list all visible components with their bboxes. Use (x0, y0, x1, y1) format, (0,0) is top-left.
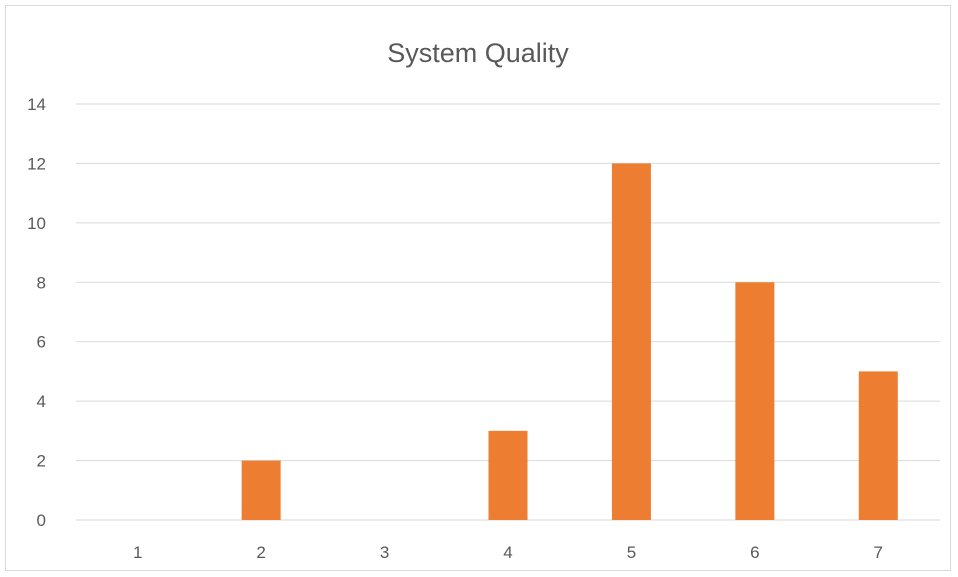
bar-7 (858, 371, 898, 520)
x-tick-label: 2 (256, 543, 265, 562)
bar-5 (611, 163, 651, 520)
chart-area: System Quality (5, 5, 951, 571)
bar-4 (488, 430, 528, 520)
y-tick-label: 10 (27, 214, 46, 233)
y-tick-label: 6 (37, 333, 46, 352)
y-tick-label: 14 (27, 95, 46, 114)
bars (241, 163, 898, 520)
y-tick-label: 4 (37, 392, 46, 411)
x-tick-label: 1 (133, 543, 142, 562)
x-tick-label: 4 (503, 543, 512, 562)
y-tick-label: 12 (27, 154, 46, 173)
bar-2 (241, 460, 281, 520)
y-tick-label: 2 (37, 452, 46, 471)
x-tick-label: 5 (627, 543, 636, 562)
x-tick-label: 6 (750, 543, 759, 562)
x-tick-label: 3 (380, 543, 389, 562)
chart-title: System Quality (387, 38, 569, 68)
gridlines (76, 103, 940, 521)
x-axis-tick-labels: 1 2 3 4 5 6 7 (133, 543, 883, 562)
x-tick-label: 7 (874, 543, 883, 562)
y-axis-tick-labels: 0 2 4 6 8 10 12 14 (27, 95, 46, 530)
y-tick-label: 8 (37, 273, 46, 292)
bar-6 (735, 282, 775, 520)
y-tick-label: 0 (37, 511, 46, 530)
